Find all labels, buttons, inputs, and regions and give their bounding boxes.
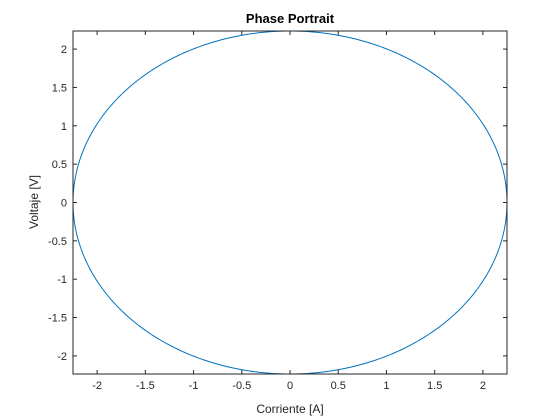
x-tick-label: -0.5 [232,380,251,392]
x-tick-label: -1 [189,380,199,392]
x-tick-label: 1 [383,380,389,392]
x-axis-ticks: -2 -1.5 -1 -0.5 0 0.5 1 1.5 2 [92,31,486,392]
x-tick-label: 2 [480,380,486,392]
y-tick-label: 1.5 [52,82,67,94]
axes-box [72,30,508,375]
y-tick-label: 0.5 [52,159,67,171]
x-tick-label: -1.5 [136,380,155,392]
y-tick-label: -0.5 [48,236,67,248]
chart-title: Phase Portrait [246,11,335,26]
x-tick-label: 0.5 [331,380,346,392]
y-axis-ticks: -2 -1.5 -1 -0.5 0 0.5 1 1.5 2 [48,44,507,363]
x-tick-label: 0 [287,380,293,392]
x-tick-label: -2 [92,380,102,392]
plot-area [73,31,507,374]
y-tick-label: 1 [61,121,67,133]
y-tick-label: -1.5 [48,313,67,325]
y-tick-label: -1 [57,274,67,286]
y-axis-label: Voltaje [V] [27,175,41,229]
x-tick-label: 1.5 [427,380,442,392]
x-axis-label: Corriente [A] [256,402,323,416]
y-tick-label: 0 [61,198,67,210]
y-tick-label: 2 [61,44,67,56]
y-tick-label: -2 [57,351,67,363]
